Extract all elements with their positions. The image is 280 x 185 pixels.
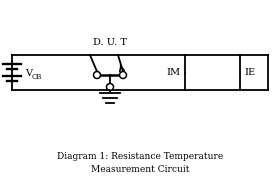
Text: IM: IM: [167, 68, 181, 77]
Text: V: V: [25, 68, 32, 78]
Circle shape: [120, 71, 127, 78]
Text: D. U. T: D. U. T: [93, 38, 127, 47]
Text: CB: CB: [32, 73, 42, 81]
Circle shape: [94, 71, 101, 78]
Circle shape: [106, 83, 113, 90]
Text: IE: IE: [244, 68, 255, 77]
Text: Diagram 1: Resistance Temperature
Measurement Circuit: Diagram 1: Resistance Temperature Measur…: [57, 152, 223, 174]
